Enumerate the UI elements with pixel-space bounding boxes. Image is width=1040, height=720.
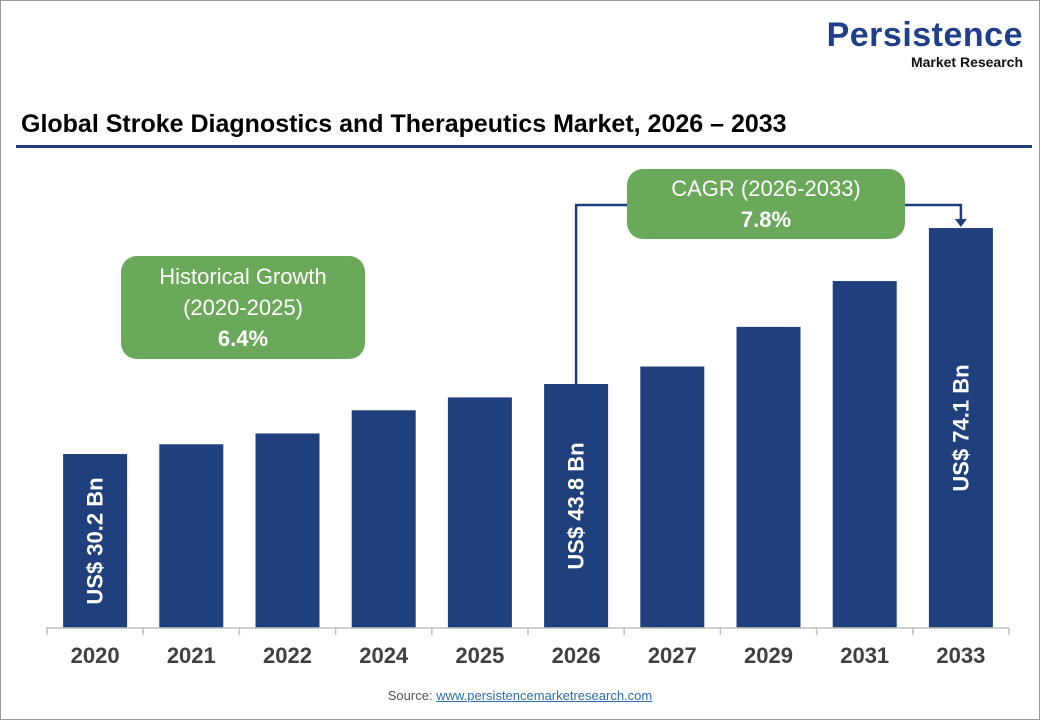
x-tick-label: 2025 xyxy=(455,643,504,668)
x-tick-label: 2022 xyxy=(263,643,312,668)
source-label: Source: xyxy=(387,688,433,703)
bar-2020 xyxy=(63,454,128,628)
x-tick-label: 2024 xyxy=(359,643,409,668)
bar-2029 xyxy=(736,326,801,628)
x-tick-label: 2026 xyxy=(552,643,601,668)
source-note: Source: www.persistencemarketresearch.co… xyxy=(1,688,1039,704)
logo-subtitle: Market Research xyxy=(910,54,1023,70)
bar-2021 xyxy=(159,444,224,628)
historical-value: 6.4% xyxy=(217,326,269,351)
x-tick-label: 2031 xyxy=(840,643,889,668)
bar-2022 xyxy=(255,433,320,628)
bar-2031 xyxy=(832,281,897,628)
arrow-head-icon xyxy=(954,219,967,228)
cagr-box: CAGR (2026-2033) 7.8% xyxy=(627,169,905,239)
x-tick-label: 2027 xyxy=(648,643,697,668)
data-label: US$ 43.8 Bn xyxy=(564,442,589,569)
chart-title: Global Stroke Diagnostics and Therapeuti… xyxy=(21,110,787,138)
logo: Persistence xyxy=(826,16,1023,54)
cagr-label: CAGR (2026-2033) xyxy=(671,176,861,201)
bar-2025 xyxy=(447,397,512,628)
historical-period: (2020-2025) xyxy=(183,295,303,320)
cagr-value: 7.8% xyxy=(740,207,792,232)
x-tick-label: 2021 xyxy=(167,643,216,668)
bar-2033 xyxy=(928,228,993,628)
x-tick-label: 2033 xyxy=(936,643,985,668)
bar-2027 xyxy=(640,366,705,628)
bar-2024 xyxy=(351,410,416,628)
source-link[interactable]: www.persistencemarketresearch.com xyxy=(436,688,653,703)
historical-label: Historical Growth xyxy=(159,264,327,289)
data-label: US$ 74.1 Bn xyxy=(948,364,973,491)
x-tick-label: 2020 xyxy=(71,643,120,668)
x-tick-label: 2029 xyxy=(744,643,793,668)
bar-2026 xyxy=(544,384,609,628)
title-divider xyxy=(16,145,1032,148)
historical-growth-box: Historical Growth (2020-2025) 6.4% xyxy=(121,256,365,359)
data-label: US$ 30.2 Bn xyxy=(83,477,108,604)
